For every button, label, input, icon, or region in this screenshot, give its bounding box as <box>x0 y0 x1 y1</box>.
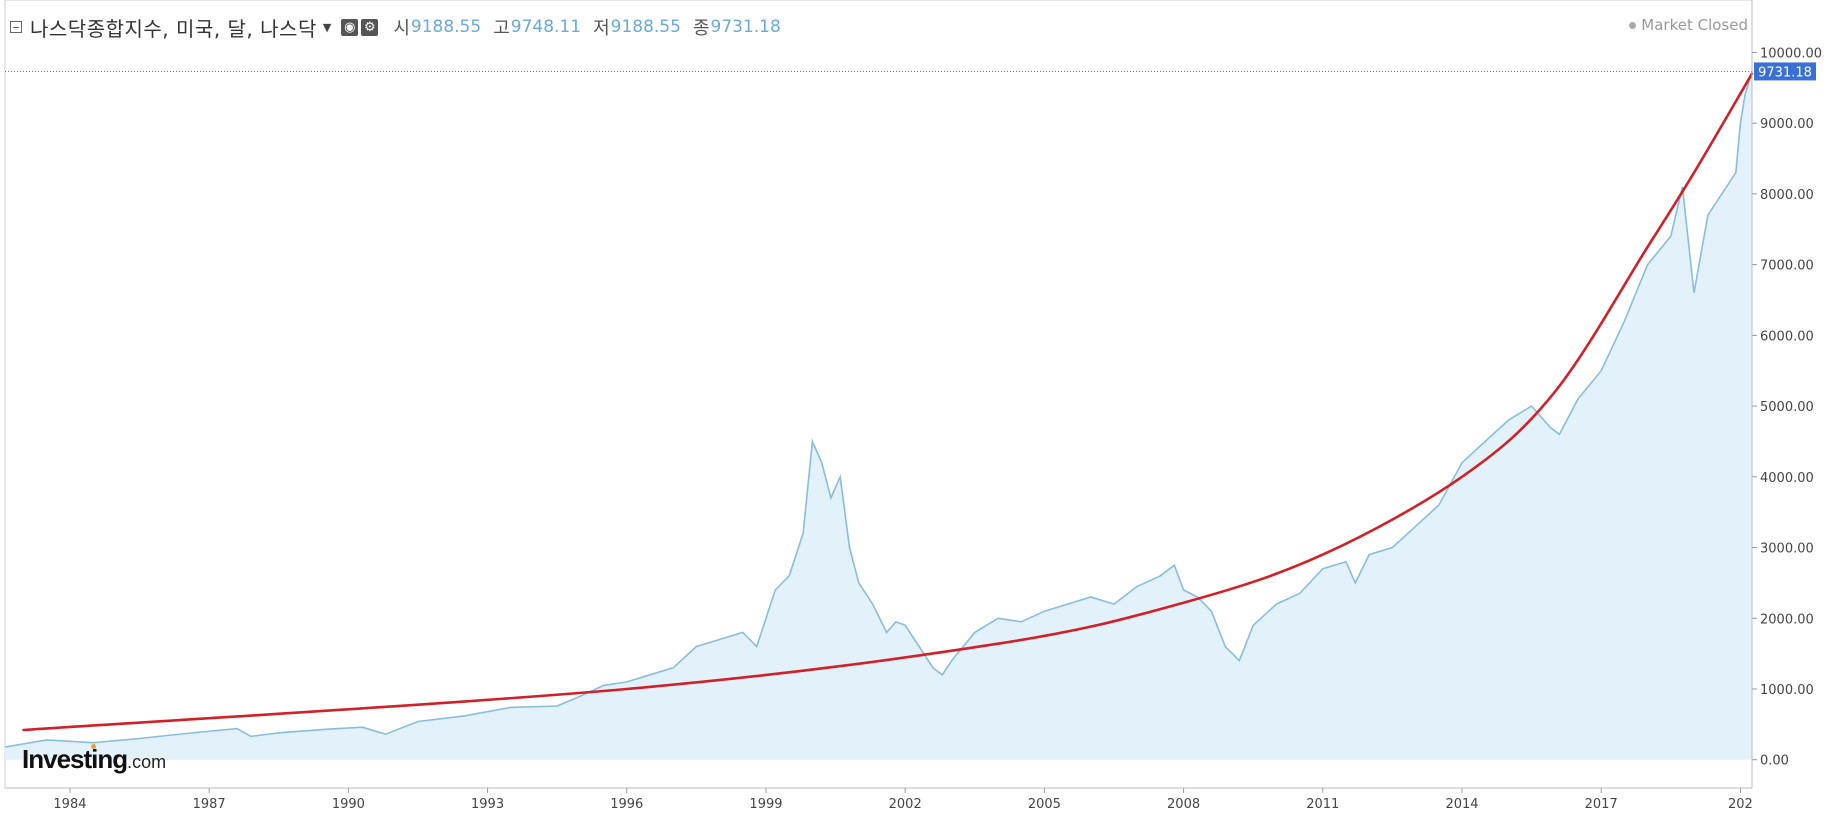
x-tick-label: 1996 <box>610 797 643 812</box>
y-tick-label: 1000.00 <box>1760 683 1814 698</box>
x-tick-label: 2017 <box>1585 797 1618 812</box>
current-value-badge <box>1754 62 1816 81</box>
logo-main: Investing <box>22 744 128 774</box>
gear-icon[interactable]: ⚙ <box>361 18 379 36</box>
area-fill <box>5 71 1752 760</box>
y-tick-label: 0.00 <box>1760 754 1789 769</box>
investing-logo: Investing.com <box>22 744 166 775</box>
eye-icon[interactable]: ◉ <box>341 18 359 36</box>
open-key: 시 <box>393 18 410 39</box>
dropdown-caret-icon[interactable]: ▼ <box>322 20 332 34</box>
axis-corner <box>1752 788 1832 818</box>
logo-dot-icon <box>91 744 96 749</box>
x-tick-label: 2014 <box>1445 797 1478 812</box>
price-line <box>4 71 1753 748</box>
open-value: 9188.55 <box>410 17 482 37</box>
y-tick-label: 8000.00 <box>1760 188 1814 203</box>
close-key: 종 <box>692 18 710 39</box>
x-tick-label: 1987 <box>193 797 226 812</box>
trend-curve <box>22 72 1754 732</box>
y-tick-label: 5000.00 <box>1760 400 1814 415</box>
high-value: 9748.11 <box>510 17 582 37</box>
market-status-text: Market Closed <box>1641 16 1748 34</box>
x-tick-label: 2008 <box>1167 797 1200 812</box>
y-tick-label: 6000.00 <box>1760 329 1814 344</box>
x-tick-label: 1984 <box>53 797 86 812</box>
low-key: 저 <box>593 18 610 39</box>
high-key: 고 <box>493 18 510 39</box>
x-tick-label: 202 <box>1728 797 1753 812</box>
status-dot-icon <box>1629 21 1637 29</box>
y-tick-label: 7000.00 <box>1760 259 1814 274</box>
logo-suffix: .com <box>127 752 167 772</box>
chart-title: 나스닥종합지수, 미국, 달, 나스닥 <box>30 16 317 41</box>
x-tick-label: 1990 <box>332 797 365 812</box>
y-tick-label: 9000.00 <box>1760 117 1814 132</box>
x-tick-label: 2005 <box>1028 797 1061 812</box>
market-status: Market Closed <box>1629 16 1748 34</box>
x-tick-label: 2011 <box>1306 797 1339 812</box>
collapse-icon[interactable] <box>10 21 22 33</box>
low-value: 9188.55 <box>610 17 681 37</box>
current-value-label: 9731.18 <box>1758 65 1812 80</box>
x-tick-label: 2002 <box>889 797 922 812</box>
chart-header: 나스닥종합지수, 미국, 달, 나스닥 ▼ ◉ ⚙ 시 9188.55 고 9748… <box>10 12 781 42</box>
y-tick-label: 4000.00 <box>1760 471 1814 486</box>
x-tick-label: 1999 <box>749 797 782 812</box>
x-tick-label: 1993 <box>471 797 504 812</box>
close-value: 9731.18 <box>710 17 781 37</box>
y-tick-label: 2000.00 <box>1760 612 1814 627</box>
y-tick-label: 10000.00 <box>1760 46 1822 61</box>
y-tick-label: 3000.00 <box>1760 542 1814 557</box>
